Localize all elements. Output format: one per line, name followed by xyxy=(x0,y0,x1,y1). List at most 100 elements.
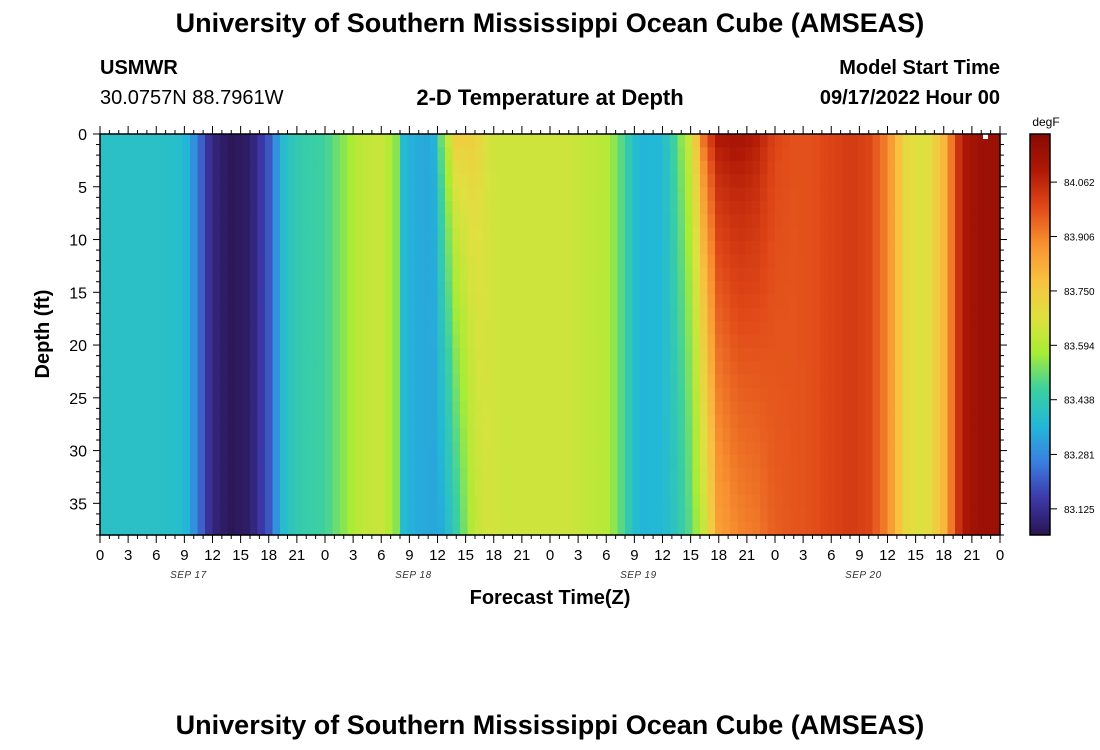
heatmap-cell xyxy=(520,200,529,215)
heatmap-cell xyxy=(190,200,199,215)
heatmap-cell xyxy=(977,334,986,349)
heatmap-cell xyxy=(122,521,131,536)
heatmap-cell xyxy=(415,147,424,162)
heatmap-cell xyxy=(130,147,139,162)
heatmap-cell xyxy=(145,214,154,229)
heatmap-cell xyxy=(902,240,911,255)
heatmap-cell xyxy=(715,307,724,322)
heatmap-cell xyxy=(632,361,641,376)
heatmap-cell xyxy=(880,428,889,443)
heatmap-cell xyxy=(332,494,341,509)
heatmap-cell xyxy=(175,387,184,402)
heatmap-cell xyxy=(910,401,919,416)
heatmap-cell xyxy=(325,147,334,162)
heatmap-cell xyxy=(280,160,289,175)
heatmap-cell xyxy=(887,147,896,162)
heatmap-cell xyxy=(362,200,371,215)
heatmap-cell xyxy=(482,508,491,523)
heatmap-cell xyxy=(332,521,341,536)
heatmap-cell xyxy=(602,334,611,349)
heatmap-cell xyxy=(452,428,461,443)
heatmap-cell xyxy=(737,334,746,349)
heatmap-cell xyxy=(355,521,364,536)
heatmap-cell xyxy=(332,468,341,483)
heatmap-cell xyxy=(377,361,386,376)
heatmap-cell xyxy=(115,347,124,362)
heatmap-cell xyxy=(730,134,739,148)
heatmap-cell xyxy=(145,174,154,189)
heatmap-cell xyxy=(970,468,979,483)
heatmap-cell xyxy=(160,281,169,295)
heatmap-cell xyxy=(602,160,611,175)
heatmap-cell xyxy=(782,134,791,148)
heatmap-cell xyxy=(272,334,281,349)
heatmap-cell xyxy=(625,200,634,215)
heatmap-cell xyxy=(512,254,521,269)
heatmap-cell xyxy=(925,521,934,536)
heatmap-cell xyxy=(475,508,484,523)
x-axis-title: Forecast Time(Z) xyxy=(470,587,631,609)
heatmap-cell xyxy=(910,321,919,336)
heatmap-cell xyxy=(610,361,619,376)
heatmap-cell xyxy=(325,508,334,523)
heatmap-cell xyxy=(865,134,874,148)
heatmap-cell xyxy=(122,200,131,215)
heatmap-cell xyxy=(872,347,881,362)
heatmap-cell xyxy=(767,227,776,242)
heatmap-cell xyxy=(325,187,334,202)
heatmap-cell xyxy=(370,428,379,443)
heatmap-cell xyxy=(580,160,589,175)
heatmap-cell xyxy=(505,240,514,255)
heatmap-cell xyxy=(992,281,1001,295)
heatmap-cell xyxy=(332,321,341,336)
heatmap-cell xyxy=(317,160,326,175)
heatmap-cell xyxy=(925,374,934,389)
heatmap-cell xyxy=(820,494,829,509)
heatmap-cell xyxy=(572,174,581,189)
heatmap-cell xyxy=(595,240,604,255)
heatmap-cell xyxy=(962,361,971,376)
heatmap-cell xyxy=(242,240,251,255)
heatmap-cell xyxy=(872,254,881,269)
heatmap-cell xyxy=(880,454,889,469)
heatmap-cell xyxy=(752,494,761,509)
heatmap-cell xyxy=(122,374,131,389)
heatmap-cell xyxy=(242,200,251,215)
heatmap-cell xyxy=(670,281,679,295)
heatmap-cell xyxy=(137,454,146,469)
heatmap-cell xyxy=(580,214,589,229)
heatmap-cell xyxy=(625,441,634,456)
heatmap-cell xyxy=(955,361,964,376)
heatmap-cell xyxy=(467,307,476,322)
heatmap-cell xyxy=(205,240,214,255)
heatmap-cell xyxy=(647,214,656,229)
heatmap-cell xyxy=(962,401,971,416)
heatmap-cell xyxy=(557,267,566,282)
heatmap-cell xyxy=(355,321,364,336)
heatmap-cell xyxy=(145,387,154,402)
heatmap-cell xyxy=(977,147,986,162)
heatmap-cell xyxy=(205,414,214,429)
heatmap-cell xyxy=(392,227,401,242)
heatmap-cell xyxy=(482,294,491,309)
heatmap-cell xyxy=(565,307,574,322)
heatmap-cell xyxy=(587,374,596,389)
heatmap-cell xyxy=(767,414,776,429)
heatmap-cell xyxy=(872,147,881,162)
heatmap-cell xyxy=(235,468,244,483)
heatmap-cell xyxy=(767,521,776,536)
heatmap-cell xyxy=(782,294,791,309)
heatmap-cell xyxy=(835,174,844,189)
heatmap-cell xyxy=(625,321,634,336)
heatmap-cell xyxy=(175,307,184,322)
heatmap-cell xyxy=(850,468,859,483)
heatmap-cell xyxy=(430,387,439,402)
heatmap-cell xyxy=(617,187,626,202)
heatmap-cell xyxy=(505,481,514,496)
heatmap-cell xyxy=(760,428,769,443)
heatmap-cell xyxy=(835,428,844,443)
heatmap-cell xyxy=(212,334,221,349)
heatmap-cell xyxy=(340,227,349,242)
heatmap-cell xyxy=(197,147,206,162)
heatmap-cell xyxy=(977,521,986,536)
